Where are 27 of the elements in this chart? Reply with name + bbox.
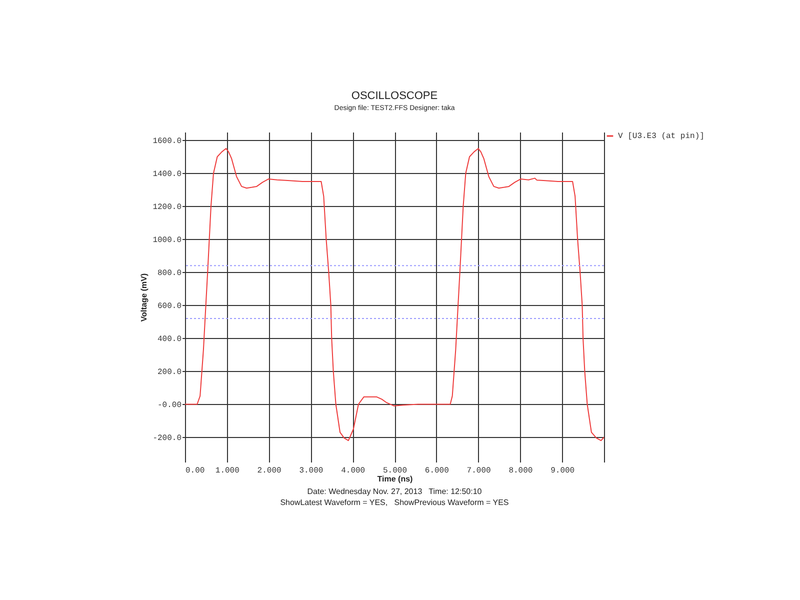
y-axis-title: Voltage (mV) [140, 273, 149, 322]
x-tick-label: 1.000 [215, 466, 240, 476]
y-tick-label: 1200.0 [152, 202, 182, 212]
x-tick-label: 7.000 [466, 466, 491, 476]
text: Date: Wednesday Nov. 27, 2013 Time: 12:50:10 [306, 486, 483, 497]
y-tick-label: 600.0 [157, 302, 182, 311]
y-tick-label: 1600.0 [152, 136, 182, 146]
legend-label: V [U3.E3 (at pin)] [618, 132, 704, 141]
y-tick-label: -0.00 [157, 400, 182, 410]
x-tick-label: 3.000 [299, 466, 324, 476]
y-tick-label: 200.0 [157, 368, 182, 377]
x-tick-label: 8.000 [508, 466, 533, 476]
x-tick-label: 6.000 [424, 466, 450, 476]
chart-title: OSCILLOSCOPE [351, 90, 438, 102]
x-tick-label: 4.000 [341, 466, 366, 476]
y-tick-label: 1400.0 [152, 170, 182, 179]
y-tick-label: -200.0 [152, 434, 182, 443]
x-tick-label: 5.000 [382, 466, 408, 476]
y-tick-label: 1000.0 [152, 236, 182, 245]
x-tick-label: 2.000 [257, 466, 282, 476]
y-tick-label: 400.0 [157, 334, 182, 344]
x-tick-label: 0.00 [186, 466, 205, 476]
y-tick-label: 800.0 [157, 268, 182, 278]
x-axis-title: Time (ns) [377, 474, 414, 484]
line-series [185, 148, 604, 442]
x-tick-label: 9.000 [550, 466, 575, 476]
text: ShowLatest Waveform = YES, ShowPrevious Waveform = YES [279, 497, 510, 508]
